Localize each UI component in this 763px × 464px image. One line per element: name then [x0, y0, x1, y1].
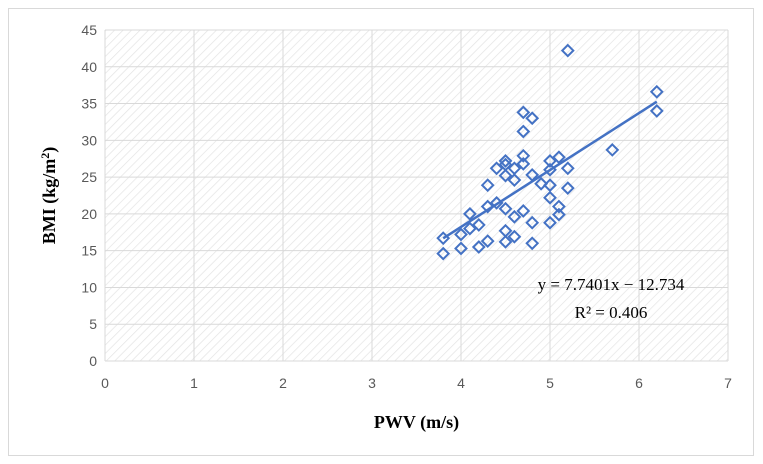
data-point	[498, 201, 513, 216]
y-tick-label: 5	[89, 316, 97, 332]
y-tick-label: 30	[81, 132, 97, 148]
y-axis-title: BMI (kg/m2)	[38, 147, 60, 245]
data-point	[543, 190, 557, 205]
y-axis-title-superscript: 2	[38, 153, 52, 159]
data-point	[498, 168, 513, 183]
data-point	[436, 246, 451, 261]
data-points	[436, 43, 664, 261]
data-point	[525, 236, 540, 251]
data-point	[489, 195, 504, 210]
data-point	[436, 231, 451, 246]
y-tick-label: 15	[81, 243, 97, 259]
data-point	[543, 215, 557, 230]
data-point	[543, 162, 557, 177]
data-point	[649, 84, 664, 99]
data-point	[525, 215, 540, 230]
y-tick-label: 40	[81, 59, 97, 75]
x-tick-label: 5	[546, 375, 554, 391]
y-axis-title-close: )	[39, 147, 60, 153]
data-point	[454, 241, 468, 256]
x-tick-label: 3	[368, 375, 376, 391]
x-axis-title: PWV (m/s)	[374, 412, 459, 433]
data-point	[498, 234, 513, 249]
data-point	[480, 199, 495, 214]
trendline-group	[442, 100, 658, 240]
data-point	[471, 240, 486, 254]
data-point	[516, 105, 531, 120]
y-tick-label: 45	[81, 22, 97, 38]
data-point	[462, 206, 477, 221]
data-point	[605, 142, 620, 157]
x-tick-label: 4	[457, 375, 465, 391]
data-point	[551, 207, 566, 222]
data-point	[489, 161, 504, 176]
data-point	[480, 234, 495, 249]
data-point	[534, 176, 549, 191]
trendline	[442, 100, 658, 240]
data-point	[525, 167, 540, 182]
trendline-equation: y = 7.7401x − 12.734	[538, 275, 685, 294]
data-point	[498, 154, 513, 168]
y-tick-label: 0	[89, 353, 97, 369]
data-point	[507, 173, 522, 187]
data-point	[560, 161, 575, 176]
x-tick-label: 1	[190, 375, 198, 391]
y-tick-label: 10	[81, 279, 97, 295]
data-point	[649, 103, 664, 118]
x-tick-label: 6	[635, 375, 643, 391]
data-point	[551, 199, 566, 214]
data-point	[454, 227, 468, 242]
x-tick-label: 2	[279, 375, 287, 391]
data-point	[516, 124, 531, 139]
data-point	[507, 209, 522, 224]
data-point	[543, 154, 557, 168]
data-point	[560, 181, 575, 196]
data-point	[560, 43, 575, 58]
x-tick-label: 7	[724, 375, 732, 391]
data-point	[480, 178, 495, 193]
data-point	[525, 111, 540, 126]
data-point	[507, 229, 522, 244]
data-point	[516, 148, 531, 163]
y-tick-label: 25	[81, 169, 97, 185]
data-point	[543, 178, 557, 193]
y-axis-title-main: BMI (kg/m	[39, 159, 60, 245]
data-point	[551, 150, 566, 165]
data-point	[516, 156, 531, 171]
x-tick-label: 0	[101, 375, 109, 391]
plot-area	[105, 30, 728, 361]
data-point	[462, 221, 477, 236]
y-tick-label: 20	[81, 206, 97, 222]
data-point	[471, 218, 486, 232]
y-tick-label: 35	[81, 96, 97, 112]
data-point	[516, 204, 531, 218]
trendline-r-squared: R² = 0.406	[575, 303, 648, 322]
gridlines	[104, 29, 729, 362]
